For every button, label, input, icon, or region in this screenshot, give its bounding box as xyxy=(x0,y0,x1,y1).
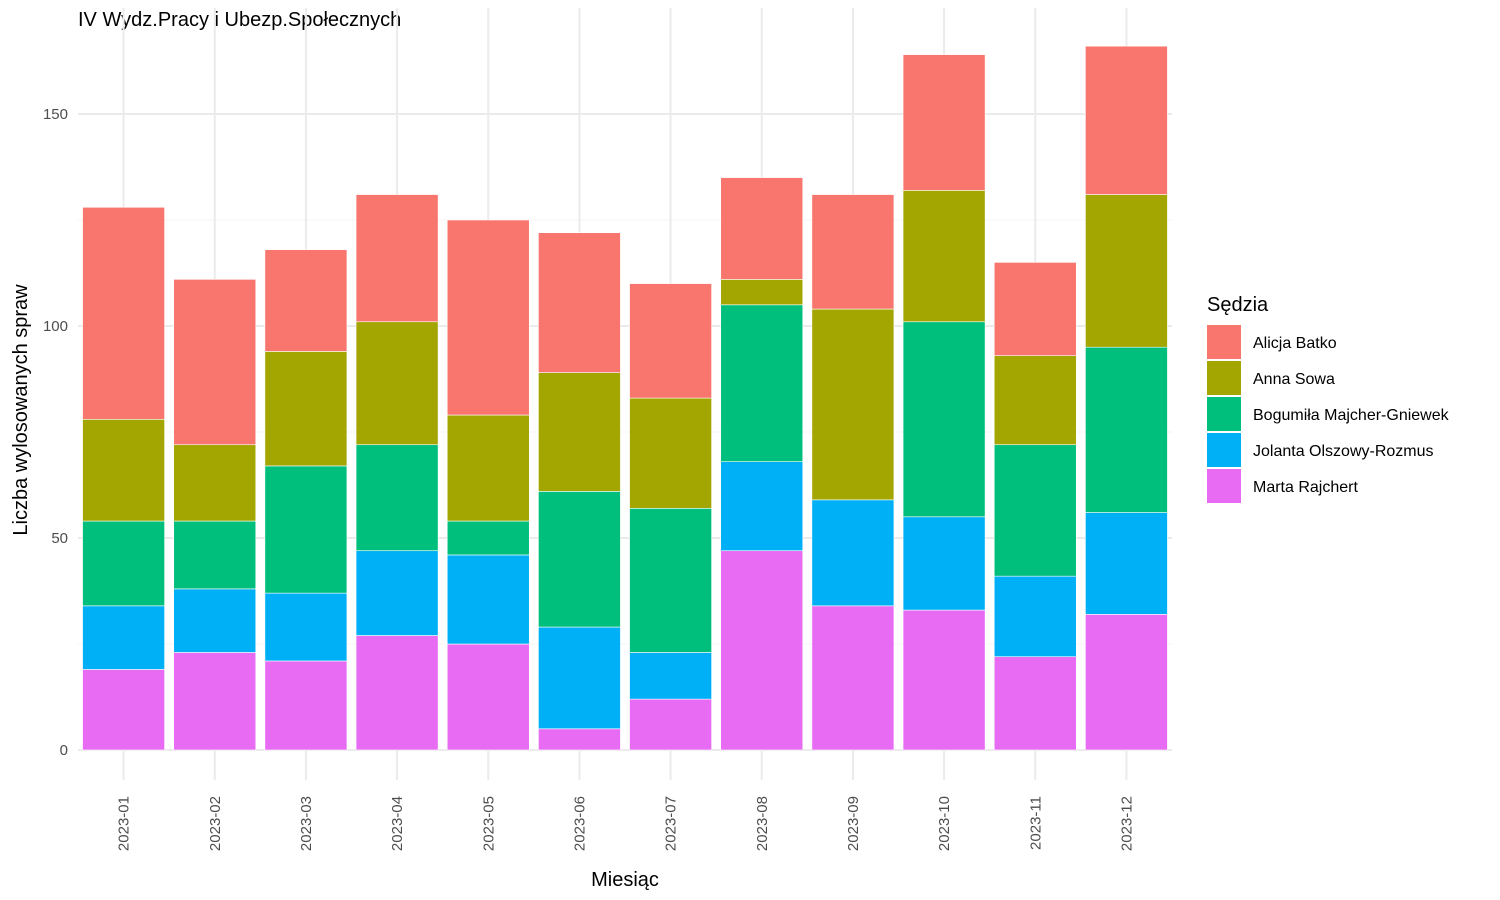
bars xyxy=(82,45,1168,751)
x-tick-label: 2023-06 xyxy=(571,796,588,851)
y-tick-label: 0 xyxy=(60,742,68,759)
legend-swatch xyxy=(1207,325,1241,359)
y-axis-ticks: 0 50 100 150 xyxy=(43,106,68,759)
bar-segment xyxy=(355,194,439,323)
x-tick-label: 2023-04 xyxy=(389,796,406,851)
bar-segment xyxy=(902,321,986,518)
bar-segment xyxy=(446,520,530,556)
bar-segment xyxy=(264,660,348,751)
bar-segment xyxy=(355,321,439,446)
bar-segment xyxy=(538,728,621,751)
x-tick-label: 2023-03 xyxy=(298,796,315,851)
legend-swatch xyxy=(1207,433,1241,467)
bar-segment xyxy=(82,605,165,670)
bar-segment xyxy=(993,355,1077,446)
y-tick-label: 50 xyxy=(51,530,68,547)
bar-segment xyxy=(173,279,257,446)
bar-segment xyxy=(82,418,165,522)
bar-segment xyxy=(538,491,621,628)
legend-label: Bogumiła Majcher-Gniewek xyxy=(1253,407,1450,424)
x-tick-label: 2023-08 xyxy=(754,796,771,851)
bar-segment xyxy=(173,444,257,522)
legend-label: Marta Rajchert xyxy=(1253,479,1358,496)
bar-segment xyxy=(811,605,895,751)
bar-segment xyxy=(355,444,439,552)
y-axis-title: Liczba wylosowanych spraw xyxy=(10,284,32,536)
bar-segment xyxy=(538,372,621,492)
y-tick-label: 100 xyxy=(43,318,68,335)
legend-swatch xyxy=(1207,361,1241,395)
bar-segment xyxy=(264,351,348,467)
legend-label: Jolanta Olszowy-Rozmus xyxy=(1253,443,1434,460)
bar-segment xyxy=(264,592,348,662)
bar-segment xyxy=(629,652,712,700)
legend-swatch xyxy=(1207,469,1241,503)
x-tick-label: 2023-11 xyxy=(1027,796,1044,850)
bar-segment xyxy=(173,520,257,590)
bar-segment xyxy=(993,656,1077,751)
bar-segment xyxy=(720,461,804,552)
bar-segment xyxy=(446,643,530,751)
x-axis-title: Miesiąc xyxy=(591,869,659,891)
chart-title: IV Wydz.Pracy i Ubezp.Społecznych xyxy=(78,9,401,31)
bar-segment xyxy=(993,444,1077,577)
bar-segment xyxy=(629,698,712,751)
bar-segment xyxy=(82,206,165,420)
y-tick-label: 150 xyxy=(43,106,68,123)
bar-segment xyxy=(629,397,712,509)
bar-segment xyxy=(446,219,530,416)
bar-segment xyxy=(811,194,895,310)
x-tick-label: 2023-12 xyxy=(1118,796,1135,851)
legend-label: Alicja Batko xyxy=(1253,335,1337,352)
bar-segment xyxy=(173,588,257,653)
bar-segment xyxy=(720,177,804,280)
bar-segment xyxy=(173,652,257,751)
bar-segment xyxy=(1085,346,1168,513)
bar-segment xyxy=(264,249,348,352)
bar-segment xyxy=(811,308,895,501)
bar-segment xyxy=(1085,512,1168,615)
bar-segment xyxy=(264,465,348,594)
x-tick-label: 2023-09 xyxy=(845,796,862,851)
legend-swatch xyxy=(1207,397,1241,431)
bar-segment xyxy=(355,550,439,636)
legend: Alicja Batko Anna Sowa Bogumiła Majcher-Gn… xyxy=(1207,325,1450,503)
bar-segment xyxy=(1085,45,1168,195)
bar-segment xyxy=(446,414,530,522)
bar-segment xyxy=(446,554,530,645)
bar-segment xyxy=(629,508,712,653)
bar-segment xyxy=(538,626,621,730)
x-axis-ticks: 2023-01 2023-02 2023-03 2023-04 2023-05 2023-… xyxy=(116,796,1136,851)
bar-segment xyxy=(720,550,804,751)
bar-segment xyxy=(811,499,895,607)
bar-segment xyxy=(355,635,439,751)
bar-segment xyxy=(82,520,165,607)
bar-segment xyxy=(902,54,986,191)
x-tick-label: 2023-02 xyxy=(207,796,224,851)
x-tick-label: 2023-05 xyxy=(480,796,497,851)
bar-segment xyxy=(720,279,804,306)
bar-segment xyxy=(720,304,804,462)
x-tick-label: 2023-01 xyxy=(116,796,133,851)
x-tick-label: 2023-07 xyxy=(663,796,680,851)
legend-title: Sędzia xyxy=(1207,294,1269,316)
bar-segment xyxy=(902,516,986,611)
bar-segment xyxy=(82,669,165,751)
bar-segment xyxy=(1085,614,1168,751)
bar-segment xyxy=(993,575,1077,658)
legend-label: Anna Sowa xyxy=(1253,371,1335,388)
bar-segment xyxy=(902,190,986,323)
x-tick-label: 2023-10 xyxy=(936,796,953,851)
bar-segment xyxy=(1085,194,1168,348)
bar-segment xyxy=(538,232,621,373)
bar-segment xyxy=(902,609,986,751)
bar-segment xyxy=(629,283,712,399)
bar-segment xyxy=(993,262,1077,356)
